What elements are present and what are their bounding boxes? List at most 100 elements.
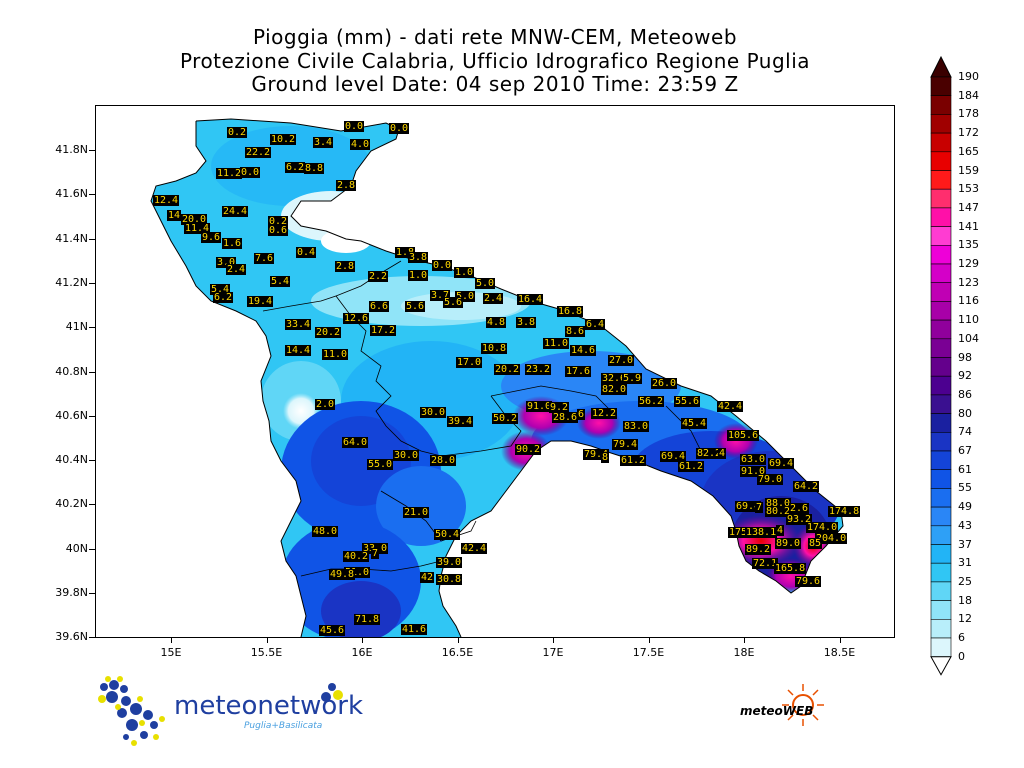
station-value: 30.0 bbox=[420, 407, 447, 418]
latitude-label: 41.6N bbox=[55, 187, 88, 201]
station-value: 204.0 bbox=[815, 533, 848, 544]
station-value: 40.2 bbox=[343, 551, 370, 562]
station-value: 6.2 bbox=[213, 292, 234, 303]
longitude-label: 18.5E bbox=[823, 646, 856, 659]
station-value: 61.2 bbox=[678, 461, 705, 472]
map-title-line-2: Protezione Civile Calabria, Ufficio Idro… bbox=[179, 49, 811, 73]
station-value: 89.0 bbox=[775, 538, 802, 549]
latitude-tick bbox=[89, 637, 95, 639]
meteonetwork-wordmark: meteonetwork bbox=[174, 691, 364, 721]
station-value: 12.2 bbox=[591, 408, 618, 419]
station-value: 0.0 bbox=[344, 121, 365, 132]
station-value: 26.0 bbox=[651, 378, 678, 389]
longitude-label: 15E bbox=[160, 646, 182, 659]
longitude-label: 15.5E bbox=[250, 646, 283, 659]
station-value: 1.8 bbox=[395, 247, 416, 258]
station-value: 89.2 bbox=[745, 544, 772, 555]
station-value: 27.0 bbox=[608, 355, 635, 366]
colorbar-label: 153 bbox=[958, 182, 979, 196]
colorbar-swatch bbox=[930, 357, 952, 377]
colorbar-label: 37 bbox=[958, 537, 972, 551]
station-value: 11.2 bbox=[216, 168, 243, 179]
colorbar-swatch bbox=[930, 618, 952, 639]
latitude-tick bbox=[89, 460, 95, 462]
colorbar-label: 55 bbox=[958, 481, 972, 495]
longitude-tick bbox=[839, 637, 841, 643]
station-value: 5.9 bbox=[622, 373, 643, 384]
station-value: 9.2 bbox=[549, 402, 570, 413]
longitude-label: 16.5E bbox=[441, 646, 474, 659]
colorbar-swatch bbox=[930, 637, 952, 658]
station-value: 8.6 bbox=[565, 326, 586, 337]
station-value: 24.4 bbox=[222, 206, 249, 217]
colorbar-label: 123 bbox=[958, 275, 979, 289]
station-value: 0.6 bbox=[268, 225, 289, 236]
latitude-label: 39.8N bbox=[55, 586, 88, 599]
latitude-label: 41.2N bbox=[55, 275, 88, 289]
station-value: 11.4 bbox=[184, 223, 211, 234]
longitude-label: 18E bbox=[733, 646, 755, 659]
station-value: 64.2 bbox=[793, 481, 820, 492]
station-value: 2.4 bbox=[483, 293, 504, 304]
latitude-label: 40.2N bbox=[55, 497, 88, 511]
station-value: 51.0 bbox=[344, 567, 371, 578]
latitude-label: 40.4N bbox=[55, 453, 88, 467]
meteoweb-logo: meteoWEB bbox=[740, 682, 830, 732]
station-value: 7 bbox=[755, 502, 764, 513]
station-value: 91.0 bbox=[526, 401, 553, 412]
station-value: 17.6 bbox=[565, 366, 592, 377]
station-value: 4 bbox=[776, 525, 785, 536]
station-value: 5.4 bbox=[210, 284, 231, 295]
station-value: 69.4 bbox=[768, 458, 795, 469]
station-value: 69.4 bbox=[660, 451, 687, 462]
station-value: 11.0 bbox=[543, 338, 570, 349]
station-value: 82.2 bbox=[696, 448, 723, 459]
colorbar-label: 0 bbox=[958, 649, 965, 663]
latitude-label: 41N bbox=[65, 320, 88, 334]
latitude-label: 41.8N bbox=[55, 143, 88, 156]
station-value: 83.0 bbox=[623, 421, 650, 432]
colorbar-label: 86 bbox=[958, 387, 972, 401]
colorbar-swatch bbox=[930, 562, 952, 583]
sun-icon bbox=[782, 684, 824, 726]
station-value: 45.4 bbox=[681, 418, 708, 429]
station-value: 3.4 bbox=[313, 137, 334, 148]
colorbar-label: 116 bbox=[958, 294, 979, 308]
longitude-tick bbox=[362, 637, 363, 643]
station-value: 17.0 bbox=[456, 357, 483, 368]
colorbar-swatch bbox=[930, 188, 952, 209]
colorbar-label: 12 bbox=[958, 612, 972, 626]
station-value: 2.0 bbox=[315, 399, 336, 410]
station-value: 174.8 bbox=[828, 506, 861, 517]
station-value: 16.4 bbox=[517, 294, 544, 305]
station-value: 4.8 bbox=[486, 317, 507, 328]
colorbar-swatch bbox=[930, 95, 952, 115]
station-value: 7.6 bbox=[254, 253, 275, 264]
latitude-tick bbox=[89, 593, 95, 594]
colorbar-label: 74 bbox=[958, 425, 972, 439]
colorbar-swatch bbox=[930, 506, 952, 527]
latitude-label: 41.4N bbox=[55, 231, 88, 245]
station-value: 33.4 bbox=[285, 319, 312, 330]
colorbar-swatch bbox=[930, 488, 952, 508]
colorbar-label: 49 bbox=[958, 500, 972, 514]
station-value: 28.6 bbox=[552, 412, 579, 423]
station-value: 61.2 bbox=[620, 455, 647, 466]
latitude-label: 40.6N bbox=[55, 408, 88, 422]
latitude-label: 40.8N bbox=[55, 364, 88, 378]
station-value: 20.0 bbox=[181, 214, 208, 225]
station-value: 6 bbox=[577, 409, 586, 420]
station-value: 22.2 bbox=[245, 147, 272, 158]
colorbar-label: 190 bbox=[958, 70, 979, 83]
colorbar-label: 6 bbox=[958, 631, 965, 644]
station-value: 0.2 bbox=[268, 216, 289, 227]
colorbar-label: 104 bbox=[958, 331, 979, 345]
latitude-tick bbox=[89, 194, 95, 196]
colorbar-label: 110 bbox=[958, 313, 979, 327]
station-value: 0.0 bbox=[389, 123, 410, 134]
colorbar-swatch bbox=[930, 263, 952, 284]
station-value: 14.4 bbox=[285, 345, 312, 356]
station-value: 0.4 bbox=[296, 247, 317, 258]
station-value: 0.0 bbox=[432, 260, 453, 271]
station-value: 16.8 bbox=[557, 306, 584, 317]
